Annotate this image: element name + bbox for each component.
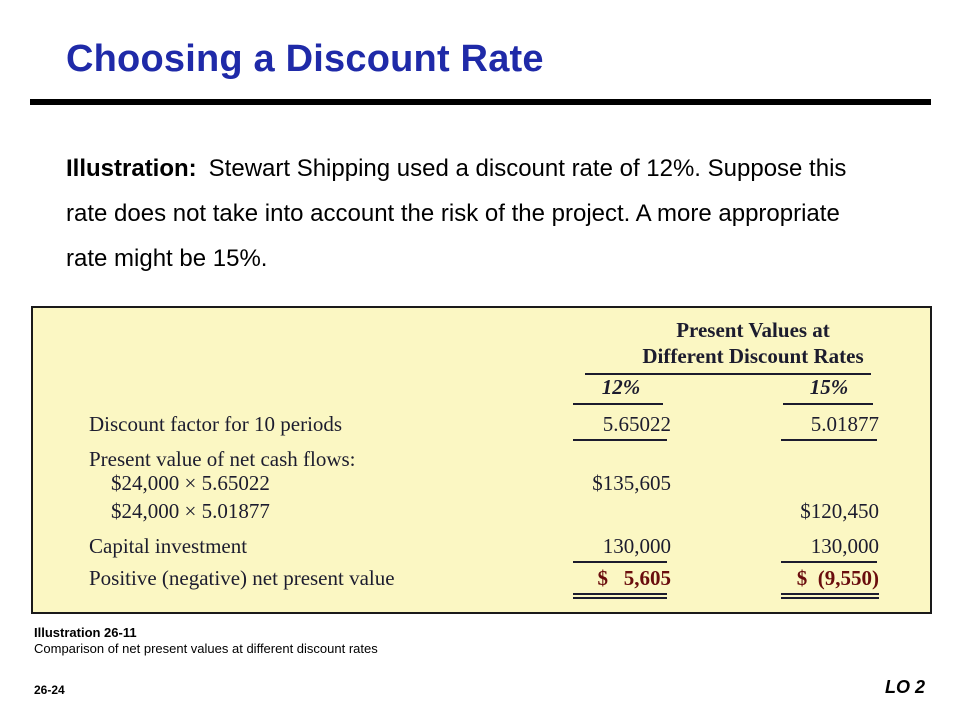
column-header-12pct: 12% — [601, 375, 641, 399]
caption-title: Illustration 26-11 — [34, 625, 137, 640]
npv-12pct-double-underline-top — [573, 593, 667, 595]
slide-title: Choosing a Discount Rate — [66, 38, 544, 80]
npv-15pct-double-underline-top — [781, 593, 879, 595]
illustration-caption: Illustration 26-11 Comparison of net pre… — [34, 625, 378, 657]
column-header-15pct-underline — [783, 403, 873, 405]
intro-lead: Illustration: — [66, 155, 197, 182]
title-divider — [30, 99, 931, 105]
row-capital-label: Capital investment — [89, 534, 248, 558]
row-discount-factor-12pct: 5.65022 — [602, 412, 671, 436]
row-discount-factor-label: Discount factor for 10 periods — [89, 412, 343, 436]
row-npv-12pct: $ 5,605 — [597, 566, 672, 590]
column-header-12pct-underline — [573, 403, 663, 405]
table-header-line2: Different Discount Rates — [642, 344, 864, 368]
row-pv-12pct-value: $135,605 — [592, 471, 671, 495]
row-pv-12pct-label: $24,000 × 5.65022 — [111, 471, 270, 495]
discount-factor-15pct-underline — [781, 439, 877, 441]
capital-12pct-underline — [573, 561, 667, 563]
row-pv-header-label: Present value of net cash flows: — [89, 447, 356, 471]
discount-factor-12pct-underline — [573, 439, 667, 441]
row-pv-15pct-value: $120,450 — [800, 499, 879, 523]
row-npv-15pct: $ (9,550) — [796, 566, 879, 590]
row-capital-15pct: 130,000 — [810, 534, 879, 558]
npv-15pct-double-underline-bottom — [781, 597, 879, 599]
row-discount-factor-15pct: 5.01877 — [810, 412, 879, 436]
npv-12pct-double-underline-bottom — [573, 597, 667, 599]
caption-text: Comparison of net present values at diff… — [34, 641, 378, 656]
row-capital-12pct: 130,000 — [602, 534, 671, 558]
header-underline — [585, 373, 871, 375]
page-number: 26-24 — [34, 683, 65, 697]
row-npv-label: Positive (negative) net present value — [89, 566, 395, 590]
learning-objective-tag: LO 2 — [885, 677, 926, 697]
row-pv-15pct-label: $24,000 × 5.01877 — [111, 499, 270, 523]
table-header-line1: Present Values at — [676, 318, 830, 342]
capital-15pct-underline — [781, 561, 877, 563]
intro-paragraph: Illustration: Stewart Shipping used a dis… — [66, 146, 886, 281]
column-header-15pct: 15% — [809, 375, 849, 399]
npv-comparison-table: Present Values at Different Discount Rat… — [31, 306, 932, 614]
intro-text: Stewart Shipping used a discount rate of… — [66, 155, 847, 272]
